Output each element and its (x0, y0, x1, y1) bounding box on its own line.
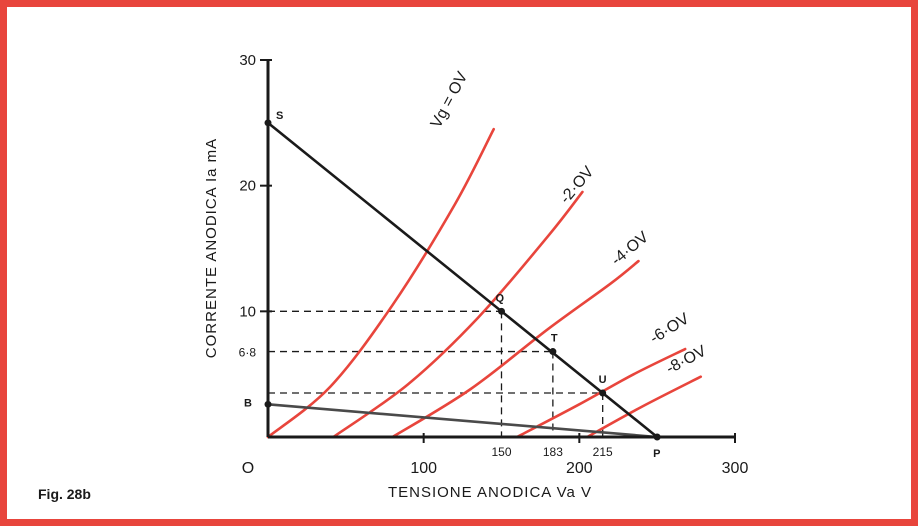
curve-label: -4·OV (608, 228, 652, 269)
y-tick-label: 30 (239, 52, 256, 69)
x-tick-label: 300 (722, 460, 749, 477)
characteristic-curve (332, 190, 584, 439)
y-axis-title: CORRENTE ANODICA Ia mA (203, 138, 220, 358)
y-tick-label: 20 (239, 178, 256, 195)
load-line-SP (266, 121, 659, 439)
point-label: T (551, 333, 558, 345)
curve-label: -8·OV (664, 343, 710, 378)
y-tick-label: 10 (239, 303, 256, 320)
x-tick-label: 183 (543, 445, 563, 459)
characteristic-curve (391, 259, 640, 439)
x-tick-label: 100 (410, 460, 437, 477)
operating-point (498, 307, 505, 315)
x-tick-label: 150 (491, 445, 511, 459)
operating-point (264, 119, 272, 127)
characteristic-curve (266, 127, 496, 439)
curve-label: Vg = OV (428, 69, 472, 131)
operating-point (653, 433, 661, 441)
point-label: S (276, 110, 283, 122)
characteristic-curve (585, 375, 703, 439)
x-tick-label: 200 (566, 460, 593, 477)
operating-point (599, 389, 607, 397)
load-line-BP (266, 403, 659, 439)
y-tick-label: 6·8 (239, 346, 257, 360)
curve-label: -6·OV (647, 310, 692, 347)
operating-point (549, 348, 557, 356)
operating-point (264, 400, 272, 408)
point-label: P (653, 448, 660, 460)
x-axis-title: TENSIONE ANODICA Va V (388, 484, 592, 501)
point-label: Q (496, 292, 505, 304)
x-tick-label: O (242, 460, 254, 477)
x-tick-label: 215 (593, 445, 613, 459)
figure-label: Fig. 28b (38, 486, 91, 502)
point-label: B (244, 397, 252, 409)
point-label: U (599, 374, 607, 386)
